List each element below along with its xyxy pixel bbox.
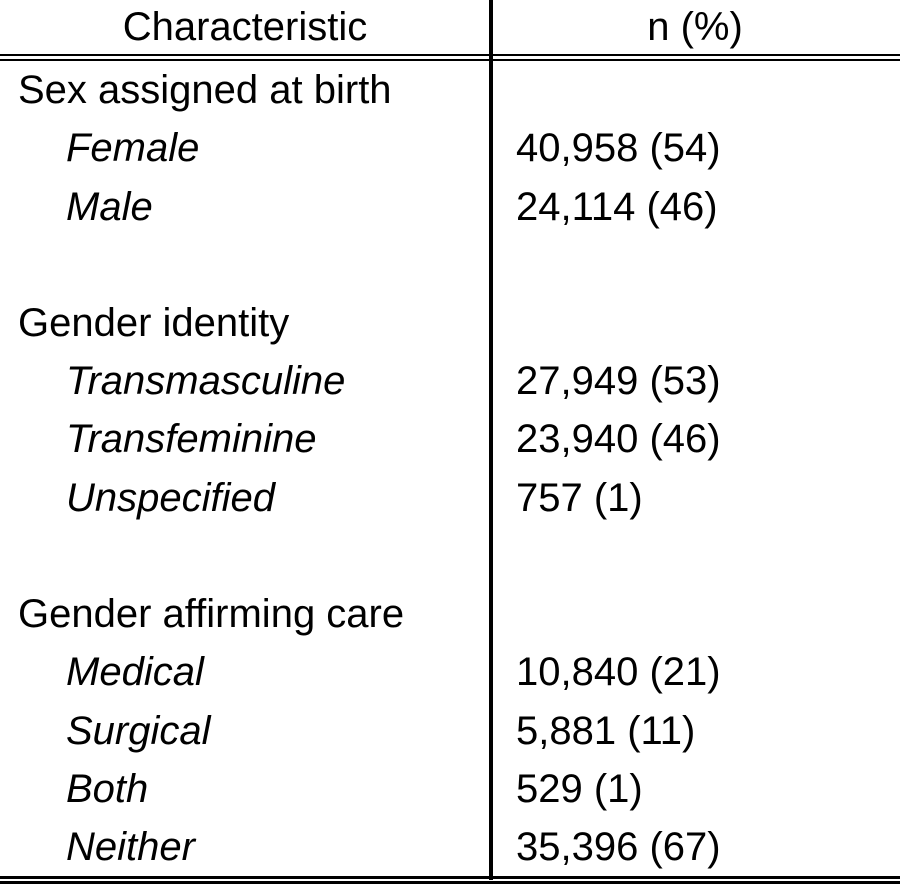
- row-label: Unspecified: [66, 475, 276, 520]
- section-row-gender-affirming-care: Gender affirming care: [0, 585, 900, 643]
- row-value: 757 (1): [516, 475, 643, 520]
- row-label: Male: [66, 184, 153, 229]
- header-double-rule: [0, 54, 900, 61]
- section-row-gender-identity: Gender identity: [0, 294, 900, 352]
- table-row-unspecified: Unspecified 757 (1): [0, 469, 900, 527]
- table-row-transmasculine: Transmasculine 27,949 (53): [0, 352, 900, 410]
- row-label: Neither: [66, 824, 195, 869]
- blank-spacer-row: [0, 236, 900, 294]
- header-n-percent: n (%): [647, 4, 743, 49]
- row-label: Medical: [66, 650, 204, 695]
- table-row-transfeminine: Transfeminine 23,940 (46): [0, 410, 900, 468]
- row-value: 35,396 (67): [516, 824, 721, 869]
- row-value: 24,114 (46): [516, 184, 718, 229]
- column-divider-rule: [489, 0, 493, 880]
- table-row-neither: Neither 35,396 (67): [0, 818, 900, 876]
- section-label: Sex assigned at birth: [18, 68, 392, 113]
- row-value: 5,881 (11): [516, 708, 696, 753]
- row-label: Both: [66, 766, 149, 811]
- section-label: Gender identity: [18, 300, 290, 345]
- row-value: 40,958 (54): [516, 126, 721, 171]
- blank-spacer-row: [0, 527, 900, 585]
- row-label: Transmasculine: [66, 359, 346, 404]
- table-row-female: Female 40,958 (54): [0, 119, 900, 177]
- row-value: 27,949 (53): [516, 359, 721, 404]
- row-value: 23,940 (46): [516, 417, 721, 462]
- bottom-double-rule: [0, 876, 900, 884]
- row-label: Female: [66, 126, 200, 171]
- table-row-both: Both 529 (1): [0, 760, 900, 818]
- table-body: Sex assigned at birth Female 40,958 (54)…: [0, 61, 900, 876]
- section-row-sex-assigned-at-birth: Sex assigned at birth: [0, 61, 900, 119]
- section-label: Gender affirming care: [18, 592, 405, 637]
- table-row-male: Male 24,114 (46): [0, 177, 900, 235]
- table-row-surgical: Surgical 5,881 (11): [0, 701, 900, 759]
- row-value: 529 (1): [516, 766, 643, 811]
- table-row-medical: Medical 10,840 (21): [0, 643, 900, 701]
- row-label: Transfeminine: [66, 417, 317, 462]
- table-header-row: Characteristic n (%): [0, 0, 900, 54]
- header-characteristic: Characteristic: [122, 4, 368, 49]
- row-label: Surgical: [66, 708, 211, 753]
- row-value: 10,840 (21): [516, 650, 721, 695]
